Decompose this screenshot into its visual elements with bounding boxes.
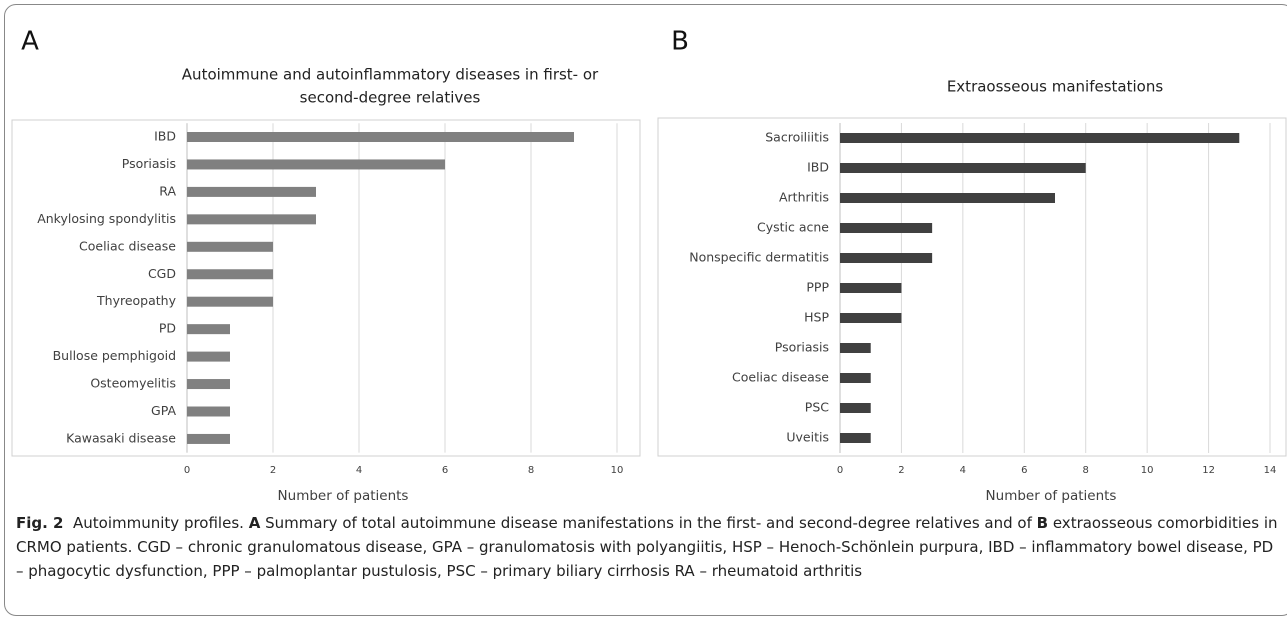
y-tick-label: IBD bbox=[807, 160, 829, 175]
y-tick-label: Psoriasis bbox=[775, 340, 829, 355]
y-tick-label: Kawasaki disease bbox=[66, 430, 176, 445]
y-tick-label: Thyreopathy bbox=[96, 293, 177, 308]
bar bbox=[187, 186, 316, 197]
y-tick-label: Psoriasis bbox=[122, 156, 176, 171]
y-tick-label: PPP bbox=[806, 280, 829, 295]
x-tick-label: 2 bbox=[898, 465, 904, 476]
y-tick-label: PD bbox=[159, 321, 176, 336]
bar bbox=[840, 373, 871, 383]
x-tick-label: 2 bbox=[270, 465, 276, 476]
bar bbox=[187, 296, 273, 307]
y-tick-label: Ankylosing spondylitis bbox=[37, 211, 176, 226]
y-tick-label: RA bbox=[159, 183, 176, 198]
figure: A Autoimmune and autoinflammatory disease… bbox=[11, 27, 1287, 504]
panel-label: A bbox=[21, 27, 39, 57]
x-tick-label: 14 bbox=[1264, 465, 1277, 476]
y-tick-label: Cystic acne bbox=[757, 220, 829, 235]
x-tick-label: 8 bbox=[528, 465, 534, 476]
figure-frame bbox=[4, 4, 1287, 616]
x-tick-label: 8 bbox=[1083, 465, 1089, 476]
y-tick-label: Osteomyelitis bbox=[90, 376, 176, 391]
bar bbox=[187, 351, 230, 362]
bar bbox=[840, 163, 1086, 173]
bar bbox=[187, 324, 230, 335]
bar bbox=[187, 159, 445, 170]
caption-text: A bbox=[248, 514, 261, 532]
bar bbox=[187, 132, 574, 142]
bar bbox=[187, 433, 230, 444]
bar bbox=[840, 403, 871, 413]
caption: Fig. 2 Autoimmunity profiles. A Summary … bbox=[16, 511, 1278, 583]
x-tick-label: 4 bbox=[356, 465, 362, 476]
chart-title: second-degree relatives bbox=[300, 89, 481, 107]
y-tick-label: Arthritis bbox=[779, 190, 829, 205]
bar bbox=[187, 406, 230, 417]
x-tick-label: 0 bbox=[184, 465, 190, 476]
x-tick-label: 6 bbox=[1021, 465, 1027, 476]
x-tick-label: 0 bbox=[837, 465, 843, 476]
bar bbox=[840, 283, 902, 293]
bar bbox=[187, 241, 273, 252]
y-tick-label: Nonspecific dermatitis bbox=[689, 250, 829, 265]
y-tick-label: GPA bbox=[151, 403, 176, 418]
bar bbox=[187, 379, 230, 390]
x-axis-label: Number of patients bbox=[986, 488, 1117, 504]
bar bbox=[840, 253, 933, 263]
y-tick-label: Uveitis bbox=[786, 430, 829, 445]
bar bbox=[840, 313, 902, 323]
bar bbox=[840, 193, 1055, 203]
chart-title: Autoimmune and autoinflammatory diseases… bbox=[182, 66, 599, 84]
caption-text: Fig. 2 bbox=[16, 514, 64, 532]
y-tick-label: Coeliac disease bbox=[79, 238, 176, 253]
x-tick-label: 4 bbox=[960, 465, 966, 476]
bar bbox=[840, 223, 933, 233]
plot-frame bbox=[11, 119, 641, 457]
y-tick-label: PSC bbox=[805, 400, 829, 415]
plot-frame bbox=[657, 117, 1287, 457]
x-tick-label: 10 bbox=[611, 465, 624, 476]
x-tick-label: 12 bbox=[1202, 465, 1215, 476]
caption-text: extraosseous comorbidities in CRMO patie… bbox=[16, 514, 1283, 580]
bar bbox=[840, 433, 871, 443]
bar bbox=[840, 133, 1240, 143]
bar bbox=[187, 214, 316, 225]
caption-text: B bbox=[1036, 514, 1049, 532]
bar bbox=[840, 343, 871, 353]
y-tick-label: Sacroiliitis bbox=[765, 130, 829, 145]
panel-label: B bbox=[671, 27, 689, 57]
y-tick-label: IBD bbox=[154, 129, 176, 144]
x-tick-label: 6 bbox=[442, 465, 448, 476]
y-tick-label: CGD bbox=[148, 266, 176, 281]
x-tick-label: 10 bbox=[1141, 465, 1154, 476]
y-tick-label: Bullose pemphigoid bbox=[53, 348, 176, 363]
bar bbox=[187, 269, 273, 280]
caption-text: Autoimmunity profiles. bbox=[63, 514, 249, 532]
y-tick-label: HSP bbox=[804, 310, 829, 325]
chart-title: Extraosseous manifestations bbox=[947, 78, 1164, 96]
y-tick-label: Coeliac disease bbox=[732, 370, 829, 385]
x-axis-label: Number of patients bbox=[278, 488, 409, 504]
caption-text: Summary of total autoimmune disease mani… bbox=[260, 514, 1037, 532]
